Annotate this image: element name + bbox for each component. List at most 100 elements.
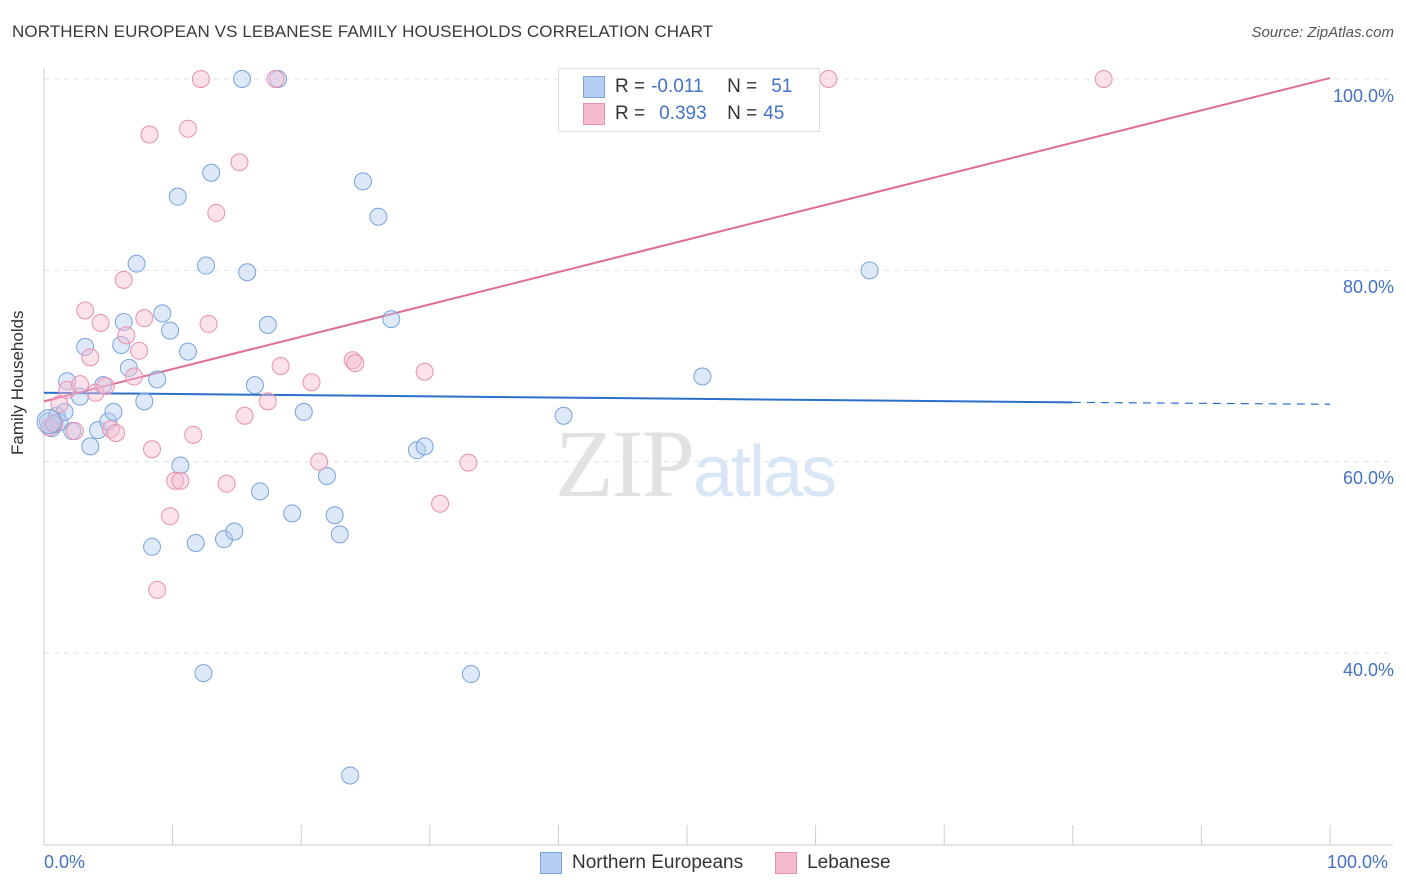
point-lebanese-43 [1094,70,1113,88]
y-tick-label-100: 100.0% [1332,86,1394,106]
legend-row-lebanese: R = 0.393 N = 45 [583,101,784,127]
point-lebanese-24 [179,119,198,138]
point-northern-europeans-32 [225,522,244,541]
point-lebanese-35 [302,373,321,392]
trend-line-lebanese [43,77,1331,403]
series-legend-lebanese[interactable]: Lebanese [775,852,891,874]
legend-swatch-pink [583,103,605,125]
data-points [36,70,1113,785]
point-lebanese-13 [114,270,133,289]
point-northern-europeans-53 [233,70,252,88]
series-legend-label: Northern Europeans [572,852,744,873]
point-lebanese-20 [148,580,167,599]
y-tick-label-60: 60.0% [1342,468,1394,488]
point-northern-europeans-45 [369,207,388,226]
point-lebanese-17 [135,309,154,328]
point-northern-europeans-42 [330,525,349,544]
legend-n-value: 45 [763,103,785,124]
y-axis-label: Family Households [8,310,27,455]
point-northern-europeans-26 [179,342,198,361]
point-northern-europeans-50 [554,406,573,425]
series-swatch-pink [775,852,798,874]
trend-line-northern-europeans [43,391,1073,404]
x-tick-label-min: 0.0% [44,852,86,872]
point-lebanese-16 [130,341,149,360]
legend-r-label: R = [615,103,646,124]
point-northern-europeans-34 [245,376,264,395]
point-lebanese-5 [71,375,90,394]
y-tick-label-40: 40.0% [1342,660,1394,680]
legend-r-value: -0.011 [651,76,704,97]
point-northern-europeans-22 [153,304,172,323]
trend-lines [43,77,1331,405]
point-lebanese-19 [143,440,162,459]
point-northern-europeans-20 [143,537,162,556]
point-northern-europeans-24 [168,187,187,206]
legend-n-value: 51 [771,76,793,97]
point-lebanese-4 [65,422,84,441]
x-tick-label-max: 100.0% [1327,852,1389,872]
point-northern-europeans-17 [119,358,138,377]
point-lebanese-34 [271,357,290,375]
point-lebanese-18 [140,125,159,144]
watermark: ZIPatlas [555,408,837,519]
point-northern-europeans-25 [171,456,190,475]
series-legend-label: Lebanese [807,852,891,873]
point-northern-europeans-36 [258,315,277,334]
series-legend-northern-europeans[interactable]: Northern Europeans [540,852,743,874]
point-lebanese-39 [415,362,434,381]
point-lebanese-21 [161,507,180,526]
point-northern-europeans-21 [148,370,167,389]
grid-lines [44,78,1393,654]
point-lebanese-38 [346,354,365,373]
point-lebanese-12 [107,423,126,442]
point-northern-europeans-40 [317,467,336,486]
point-cluster-origin [36,408,62,434]
legend-r-label: R = [615,76,646,97]
point-lebanese-30 [230,153,249,172]
trend-line-northern-europeans-extension [1072,401,1331,405]
point-northern-europeans-43 [341,766,360,785]
point-lebanese-10 [96,377,115,396]
point-northern-europeans-19 [135,392,154,411]
point-lebanese-9 [91,313,110,332]
point-lebanese-42 [819,70,838,88]
point-northern-europeans-49 [461,665,480,684]
point-lebanese-8 [86,383,105,402]
point-lebanese-14 [117,326,136,345]
point-lebanese-29 [217,474,236,493]
point-lebanese-27 [199,314,218,333]
point-northern-europeans-39 [294,402,313,421]
point-northern-europeans-48 [415,437,434,456]
point-northern-europeans-38 [283,504,302,523]
point-northern-europeans-30 [202,163,221,182]
point-northern-europeans-9 [76,337,95,356]
point-northern-europeans-4 [50,413,69,432]
point-northern-europeans-15 [112,335,131,354]
point-northern-europeans-10 [81,437,100,456]
series-legend: Northern Europeans Lebanese [540,852,923,874]
point-northern-europeans-18 [127,254,146,273]
point-northern-europeans-52 [860,261,879,280]
axes [43,68,1393,846]
point-northern-europeans-51 [693,367,712,386]
chart-title: NORTHERN EUROPEAN VS LEBANESE FAMILY HOU… [12,22,714,41]
point-lebanese-15 [125,367,144,386]
point-northern-europeans-33 [238,263,257,282]
point-northern-europeans-35 [251,482,270,501]
point-northern-europeans-16 [114,312,133,331]
point-lebanese-32 [258,392,277,411]
point-northern-europeans-28 [194,664,213,683]
point-northern-europeans-46 [382,310,401,329]
point-lebanese-40 [431,494,450,513]
point-lebanese-36 [310,452,329,471]
watermark-atlas: atlas [693,432,837,512]
point-lebanese-22 [166,471,185,490]
series-swatch-blue [540,852,562,874]
legend-row-northern-europeans: R = -0.011 N = 51 [583,74,792,100]
source-label: Source: ZipAtlas.com [1251,24,1394,41]
point-lebanese-7 [81,348,100,367]
point-northern-europeans-29 [197,256,216,275]
point-lebanese-41 [459,453,478,472]
